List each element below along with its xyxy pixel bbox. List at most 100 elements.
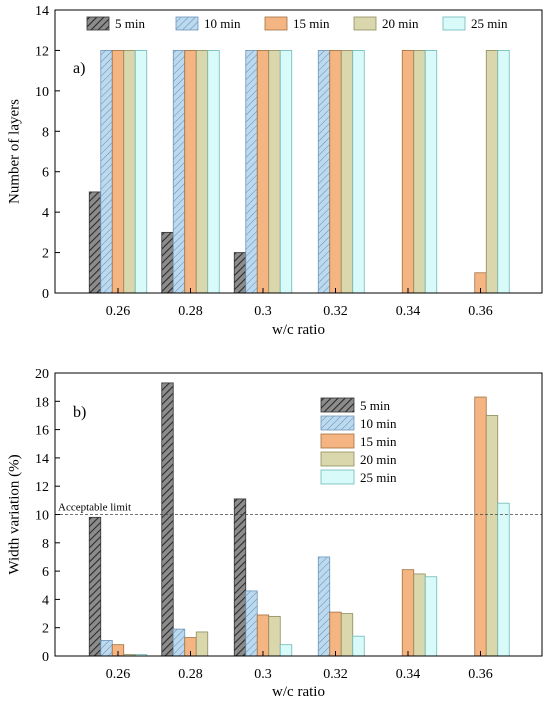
panel-a-bar-20min-0.36	[485, 50, 499, 294]
panel-a-legend-swatch-15min	[264, 16, 288, 31]
panel-b-bar-15min-0.32	[329, 611, 342, 657]
panel-b-bar-15min-0.36	[474, 396, 487, 657]
panel-b-bar-5min-0.3	[233, 498, 247, 657]
panel-a-y-tick-label: 6	[42, 166, 49, 181]
panel-a-bar-15min-0.26	[111, 50, 125, 294]
panel-a-x-axis-label: w/c ratio	[272, 322, 325, 338]
panel-a-y-tick-label: 2	[42, 247, 49, 262]
panel-a-bar-5min-0.28	[161, 231, 174, 294]
panel-b-y-tick-label: 8	[42, 537, 49, 552]
panel-a-x-tick-label: 0.28	[178, 304, 203, 319]
panel-b-legend-label-15min: 15 min	[360, 434, 397, 449]
panel-b-y-tick-label: 0	[42, 650, 49, 665]
panel-b-legend: 5 min 10 min 15 min 20 min 25 min	[320, 397, 397, 485]
panel-b-y-axis-label: Width variation (%)	[6, 454, 22, 574]
panel-b-legend-swatch-5min	[320, 397, 355, 413]
panel-b-bar-10min-0.32	[317, 556, 331, 657]
panel-a-bar-20min-0.32	[340, 50, 354, 294]
panel-b-bar-25min-0.34	[424, 576, 438, 657]
panel-b-legend-label-20min: 20 min	[360, 452, 397, 467]
panel-b-bar-20min-0.3	[268, 615, 281, 657]
panel-b-y-tick-label: 10	[35, 509, 49, 524]
panel-a-x-tick-label: 0.3	[254, 304, 272, 319]
panel-b-x-tick-label: 0.32	[323, 667, 348, 682]
panel-b-y-tick-label: 14	[35, 452, 49, 467]
panel-a-legend-swatch-10min	[175, 16, 199, 31]
panel-b-legend-label-5min: 5 min	[360, 398, 390, 413]
panel-a-label: a)	[73, 60, 85, 77]
panel-b-x-axis-label: w/c ratio	[272, 684, 325, 700]
panel-b-bar-15min-0.34	[401, 569, 415, 657]
panel-a-bar-15min-0.3	[256, 50, 270, 294]
panel-b-legend-swatch-25min	[320, 469, 355, 485]
panel-a-x-tick-label: 0.36	[468, 304, 493, 319]
acceptable-limit-label: Acceptable limit	[58, 502, 131, 514]
panel-b-y-tick-label: 4	[42, 593, 49, 608]
panel-b-bar-20min-0.34	[413, 573, 426, 657]
panel-a-bar-20min-0.3	[268, 50, 281, 294]
panel-a-x-tick-label: 0.32	[323, 304, 348, 319]
panel-a-legend-label-25min: 25 min	[471, 16, 508, 31]
panel-b-y-tick-label: 16	[35, 424, 49, 439]
panel-a-legend-swatch-25min	[442, 16, 466, 31]
panel-a-legend-label-5min: 5 min	[115, 16, 145, 31]
panel-a-y-tick-label: 0	[42, 287, 49, 302]
panel-a: 0 2 4 6 8 10 12 14 0.26 0.28 0.3 0.32 0.34 0.36 a) w/…	[6, 4, 543, 338]
panel-a-bar-25min-0.26	[134, 50, 148, 294]
panel-a-bar-20min-0.26	[123, 50, 136, 294]
panel-b-legend-label-10min: 10 min	[360, 416, 397, 431]
panel-a-bar-20min-0.28	[195, 50, 209, 294]
panel-b-bar-10min-0.28	[172, 628, 186, 657]
panel-b: Acceptable limit 0 2 4 6 8 10 12 14 16 18 20 0.26 0.…	[6, 367, 543, 700]
panel-a-legend-label-10min: 10 min	[204, 16, 241, 31]
panel-b-bar-20min-0.36	[485, 415, 499, 657]
panel-b-bar-25min-0.32	[352, 635, 365, 657]
panel-b-y-tick-label: 20	[35, 367, 49, 382]
panel-b-bar-10min-0.26	[100, 640, 113, 657]
panel-b-y-tick-label: 2	[42, 622, 49, 637]
panel-a-bar-25min-0.36	[497, 50, 510, 294]
panel-a-bar-25min-0.32	[352, 50, 365, 294]
panel-a-legend-swatch-20min	[353, 16, 377, 31]
panel-a-y-tick-label: 4	[42, 206, 49, 221]
panel-b-legend-swatch-15min	[320, 433, 355, 449]
panel-b-x-tick-label: 0.28	[178, 667, 203, 682]
panel-b-y-tick-label: 18	[35, 395, 49, 410]
panel-a-bar-15min-0.32	[329, 50, 342, 294]
panel-b-x-tick-label: 0.26	[106, 667, 131, 682]
panel-b-bars	[88, 382, 510, 657]
panel-b-bar-15min-0.3	[256, 614, 270, 657]
panel-b-legend-label-25min: 25 min	[360, 470, 397, 485]
panel-a-x-tick-label: 0.34	[396, 304, 421, 319]
panel-a-bar-15min-0.28	[184, 50, 197, 294]
panel-a-legend-label-15min: 15 min	[293, 16, 330, 31]
panel-a-x-tick-label: 0.26	[106, 304, 131, 319]
panel-b-bar-20min-0.32	[340, 613, 354, 657]
panel-a-legend-label-20min: 20 min	[382, 16, 419, 31]
panel-a-bar-5min-0.26	[88, 191, 102, 294]
panel-a-bar-5min-0.3	[233, 252, 247, 294]
panel-a-y-tick-label: 12	[35, 44, 49, 59]
panel-a-y-tick-label: 8	[42, 125, 49, 140]
panel-b-bar-5min-0.28	[161, 382, 174, 657]
panel-a-bar-25min-0.34	[424, 50, 438, 294]
panel-b-y-tick-label: 6	[42, 565, 49, 580]
panel-b-bar-25min-0.36	[497, 502, 510, 657]
panel-b-axes: 0 2 4 6 8 10 12 14 16 18 20 0.26 0.28 0.3 0.32 0.34 0.36	[35, 367, 493, 682]
panel-b-y-tick-label: 12	[35, 480, 49, 495]
panel-a-bars	[88, 50, 510, 294]
panel-a-bar-10min-0.32	[317, 50, 331, 294]
panel-a-y-tick-label: 10	[35, 85, 49, 100]
panel-b-bar-20min-0.28	[195, 631, 209, 657]
panel-a-bar-25min-0.3	[279, 50, 293, 294]
panel-a-bar-25min-0.28	[207, 50, 220, 294]
panel-b-legend-swatch-10min	[320, 415, 355, 431]
panel-b-bar-5min-0.26	[88, 516, 102, 657]
panel-b-bar-25min-0.3	[279, 644, 293, 657]
panel-a-bar-10min-0.3	[245, 50, 258, 294]
panel-a-bar-10min-0.28	[172, 50, 186, 294]
panel-a-axes: 0 2 4 6 8 10 12 14 0.26 0.28 0.3 0.32 0.34 0.36	[35, 4, 493, 319]
panel-b-plot-frame	[54, 372, 543, 657]
panel-b-x-tick-label: 0.34	[396, 667, 421, 682]
